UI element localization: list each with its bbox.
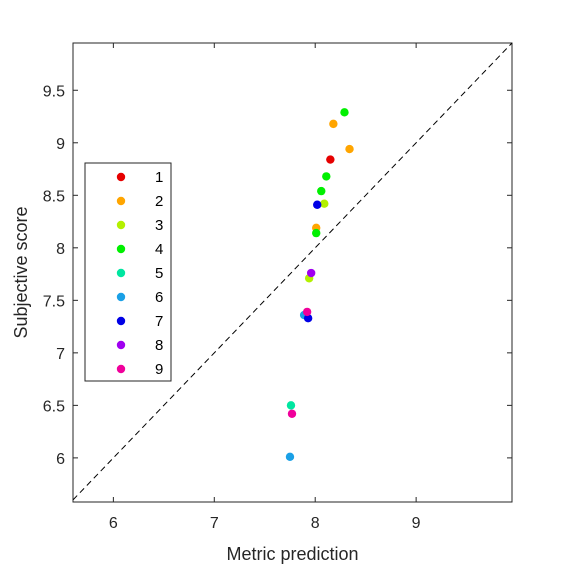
- data-point-series-4: [322, 172, 331, 181]
- axis-ticks: 6 7 8 9 6 6.5 7 7.5 8 8.5 9 9.5: [43, 43, 512, 532]
- x-axis-label: Metric prediction: [226, 544, 358, 564]
- legend-marker-7: [116, 316, 126, 326]
- data-point-series-1: [326, 155, 335, 164]
- x-tick-label: 9: [412, 515, 421, 532]
- x-tick-label: 6: [109, 515, 118, 532]
- legend-marker-6: [116, 292, 126, 302]
- data-points: [285, 108, 354, 462]
- y-tick-label: 7: [56, 346, 65, 363]
- legend-label-5: 5: [155, 265, 163, 282]
- legend-marker-9: [116, 364, 126, 374]
- legend-box: [84, 162, 172, 382]
- x-tick-label: 8: [311, 515, 320, 532]
- legend-label-9: 9: [155, 361, 163, 378]
- data-point-series-4: [317, 186, 326, 196]
- data-point-series-3: [320, 199, 329, 208]
- data-point-series-2: [345, 144, 354, 154]
- data-point-series-7: [313, 200, 322, 209]
- legend-marker-5: [116, 268, 126, 278]
- legend-marker-8: [116, 340, 126, 350]
- data-point-series-9: [302, 307, 312, 317]
- identity-reference-line-layer: [72, 42, 513, 501]
- y-tick-label: 6.5: [43, 398, 65, 415]
- y-tick-label: 6: [56, 451, 65, 468]
- data-point-series-2: [329, 119, 338, 129]
- legend-label-7: 7: [155, 313, 163, 330]
- y-tick-label: 8.5: [43, 188, 65, 205]
- data-point-series-4: [340, 108, 349, 117]
- legend: 1 2 3 4 5 6 7 8 9: [84, 162, 172, 382]
- x-tick-label: 7: [210, 515, 219, 532]
- y-axis-label: Subjective score: [11, 206, 31, 338]
- identity-reference-line: [72, 42, 513, 501]
- y-tick-label: 9.5: [43, 83, 65, 100]
- legend-label-1: 1: [155, 169, 163, 186]
- data-point-series-8: [306, 268, 316, 278]
- legend-label-6: 6: [155, 289, 163, 306]
- y-tick-label: 9: [56, 136, 65, 153]
- data-point-series-7: [303, 313, 313, 323]
- y-tick-label: 8: [56, 241, 65, 258]
- legend-marker-1: [116, 172, 126, 182]
- legend-marker-3: [116, 220, 126, 230]
- legend-marker-4: [116, 244, 126, 254]
- data-point-series-9: [287, 409, 297, 418]
- y-tick-label: 7.5: [43, 293, 65, 310]
- legend-marker-2: [116, 196, 126, 206]
- legend-label-3: 3: [155, 217, 163, 234]
- legend-label-2: 2: [155, 193, 163, 210]
- legend-label-8: 8: [155, 337, 163, 354]
- legend-label-4: 4: [155, 241, 163, 258]
- data-point-series-4: [312, 228, 321, 238]
- data-point-series-6: [285, 452, 295, 462]
- data-point-series-5: [286, 401, 296, 410]
